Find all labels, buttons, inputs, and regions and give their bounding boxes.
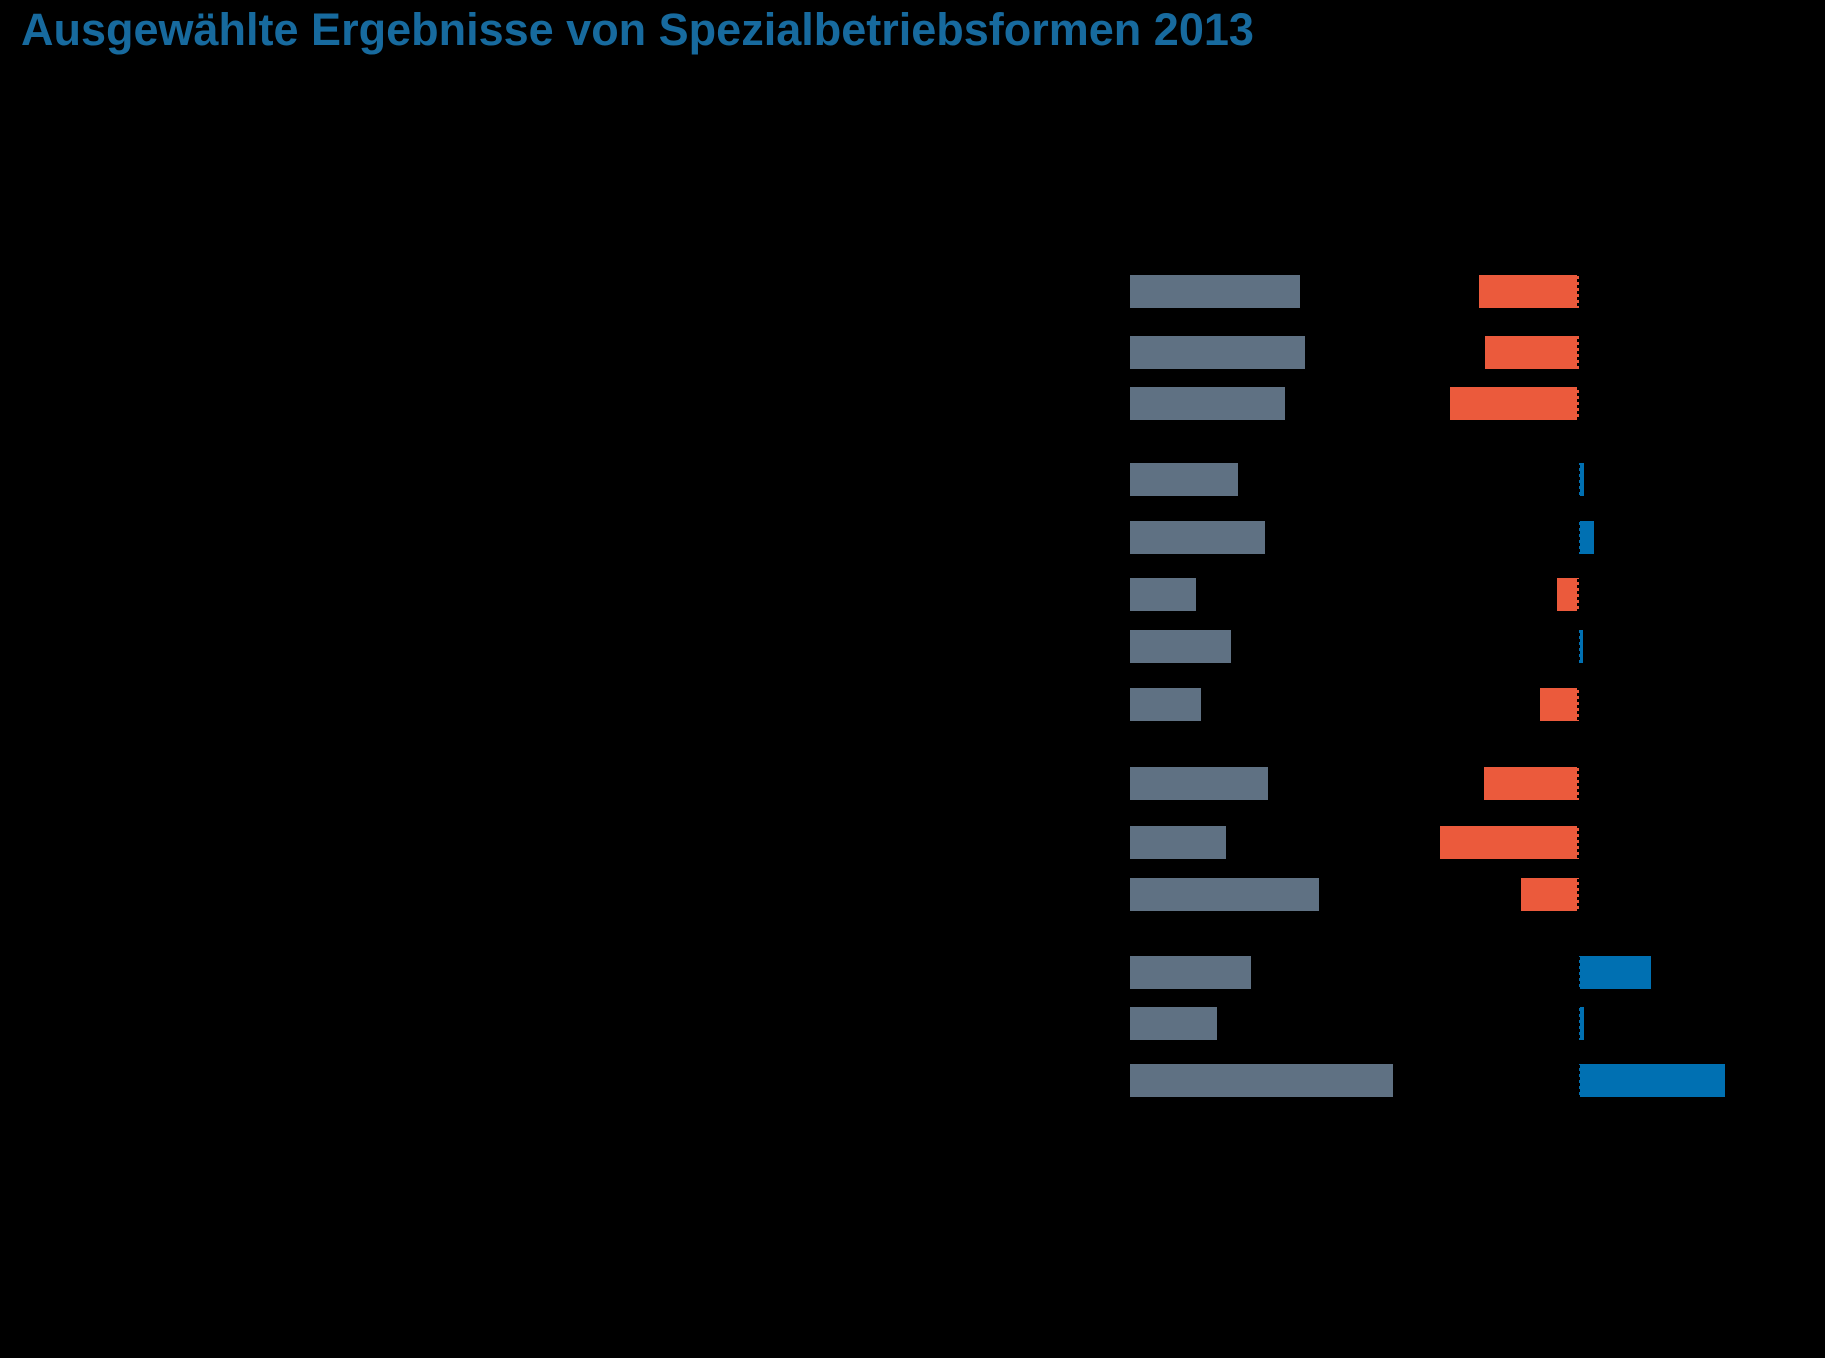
level-bar-row-13 <box>1130 1007 1217 1040</box>
zero-baseline-dotted-line <box>1577 266 1580 1106</box>
change-bar-row-12 <box>1579 956 1651 989</box>
level-bar-row-6 <box>1130 578 1196 611</box>
level-bar-row-12 <box>1130 956 1251 989</box>
level-bar-row-3 <box>1130 387 1285 420</box>
level-bar-row-9 <box>1130 767 1268 800</box>
level-bar-row-8 <box>1130 688 1201 721</box>
level-bar-row-5 <box>1130 521 1265 554</box>
change-bar-row-11 <box>1521 878 1579 911</box>
level-bar-row-4 <box>1130 463 1238 496</box>
change-bar-row-5 <box>1579 521 1594 554</box>
change-bar-row-13 <box>1579 1007 1584 1040</box>
change-bar-row-14 <box>1579 1064 1725 1097</box>
change-bar-row-9 <box>1484 767 1579 800</box>
level-bar-row-2 <box>1130 336 1305 369</box>
change-bar-row-4 <box>1579 463 1584 496</box>
level-bar-row-7 <box>1130 630 1231 663</box>
change-bar-row-1 <box>1479 275 1579 308</box>
change-bar-row-7 <box>1579 630 1583 663</box>
level-bar-row-14 <box>1130 1064 1393 1097</box>
chart-title: Ausgewählte Ergebnisse von Spezialbetrie… <box>21 4 1254 55</box>
change-bar-row-2 <box>1485 336 1579 369</box>
change-bar-row-6 <box>1557 578 1579 611</box>
level-bar-row-10 <box>1130 826 1226 859</box>
level-bar-row-11 <box>1130 878 1319 911</box>
change-bar-row-3 <box>1450 387 1579 420</box>
change-bar-row-10 <box>1440 826 1579 859</box>
change-bar-row-8 <box>1540 688 1579 721</box>
level-bar-row-1 <box>1130 275 1300 308</box>
